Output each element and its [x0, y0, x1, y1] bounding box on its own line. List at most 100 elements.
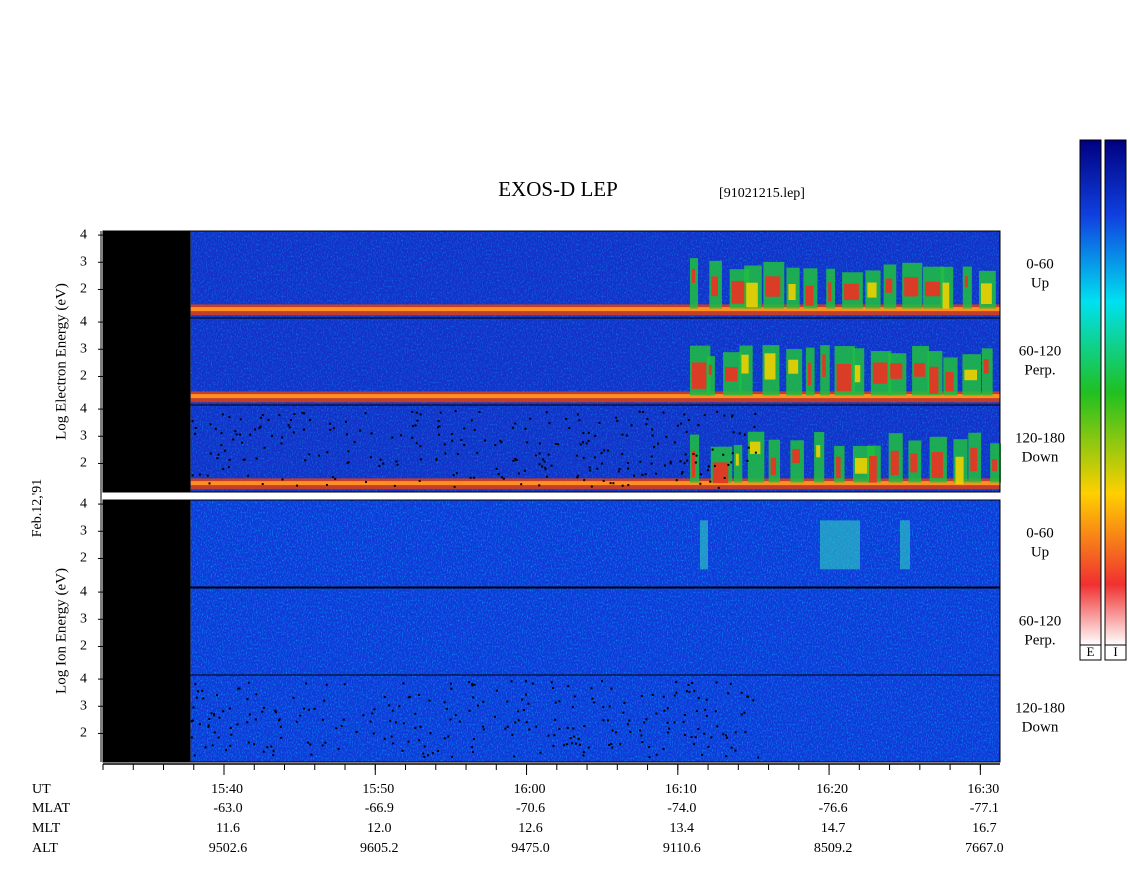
speck [699, 482, 702, 485]
speck [612, 482, 615, 485]
burst-core [867, 282, 877, 298]
speck [754, 412, 757, 415]
colorbar [1104, 139, 1127, 646]
speck [365, 480, 368, 483]
speck [692, 743, 695, 746]
speck [321, 744, 324, 747]
speck [272, 749, 275, 752]
speck [206, 474, 209, 477]
speck [318, 454, 321, 457]
speck [218, 716, 221, 719]
speck [593, 456, 596, 459]
y-tick-label: 3 [80, 341, 87, 356]
speck [644, 473, 647, 476]
speck [213, 713, 216, 716]
speck [602, 706, 605, 709]
speck [565, 417, 568, 420]
speck [308, 419, 311, 422]
speck [606, 449, 609, 452]
speck [523, 469, 526, 472]
speck [395, 721, 398, 724]
speck [414, 424, 417, 427]
speck [324, 741, 327, 744]
speck [543, 460, 546, 463]
speck [343, 683, 346, 686]
speck [651, 434, 654, 437]
speck [699, 473, 702, 476]
panel-direction: Down [1022, 719, 1059, 735]
ephemeris-value: 11.6 [216, 821, 240, 836]
low-energy-core [190, 481, 1001, 486]
speck [281, 436, 284, 439]
speck [211, 744, 214, 747]
speck [208, 718, 211, 721]
file-label: [91021215.lep] [719, 186, 805, 201]
speck [757, 756, 760, 759]
speck [510, 680, 513, 683]
colorbar-label: E [1087, 644, 1095, 659]
speck [722, 453, 725, 456]
speck [630, 424, 633, 427]
speck [279, 725, 282, 728]
speck [502, 477, 505, 480]
speck [669, 462, 672, 465]
ephemeris-value: 9605.2 [360, 841, 399, 856]
speck [641, 473, 644, 476]
speck [383, 695, 386, 698]
speck [337, 747, 340, 750]
burst [747, 431, 765, 483]
speck [521, 698, 524, 701]
speck [679, 460, 682, 463]
speck [577, 737, 580, 740]
speck [473, 428, 476, 431]
speck [727, 692, 730, 695]
speck [650, 462, 653, 465]
ion-feature [820, 520, 860, 570]
speck [468, 681, 471, 684]
speck [463, 427, 466, 430]
x-tick-label: 15:40 [211, 782, 243, 797]
speck [389, 719, 392, 722]
speck [195, 696, 198, 699]
speck [353, 441, 356, 444]
ephemeris-value: 12.6 [518, 821, 543, 836]
speck [289, 418, 292, 421]
speck [747, 695, 750, 698]
speck [566, 726, 569, 729]
speck [752, 699, 755, 702]
speck [493, 715, 496, 718]
speck [342, 718, 345, 721]
speck [539, 751, 542, 754]
speck [701, 753, 704, 756]
speck [541, 465, 544, 468]
burst-core [822, 354, 826, 377]
speck [685, 430, 688, 433]
speck [611, 746, 614, 749]
speck [477, 704, 480, 707]
speck [684, 734, 687, 737]
speck [308, 453, 311, 456]
speck [482, 728, 485, 731]
speck [512, 459, 515, 462]
speck [454, 714, 457, 717]
speck [258, 427, 261, 430]
speck [694, 736, 697, 739]
speck [724, 734, 727, 737]
x-axis-label: UT [32, 782, 51, 797]
speck [471, 684, 474, 687]
speck [332, 427, 335, 430]
speck [538, 442, 541, 445]
speck [683, 714, 686, 717]
burst-core [788, 284, 796, 301]
speck [662, 747, 665, 750]
speck [370, 432, 373, 435]
x-tick-label: 16:00 [514, 782, 546, 797]
speck [655, 753, 658, 756]
colorbar-label-box [1104, 644, 1127, 661]
speck [458, 720, 461, 723]
ephemeris-label: MLAT [32, 801, 71, 816]
speck [427, 754, 430, 757]
speck [222, 468, 225, 471]
ephemeris-value: -76.6 [818, 801, 847, 816]
speck [309, 743, 312, 746]
